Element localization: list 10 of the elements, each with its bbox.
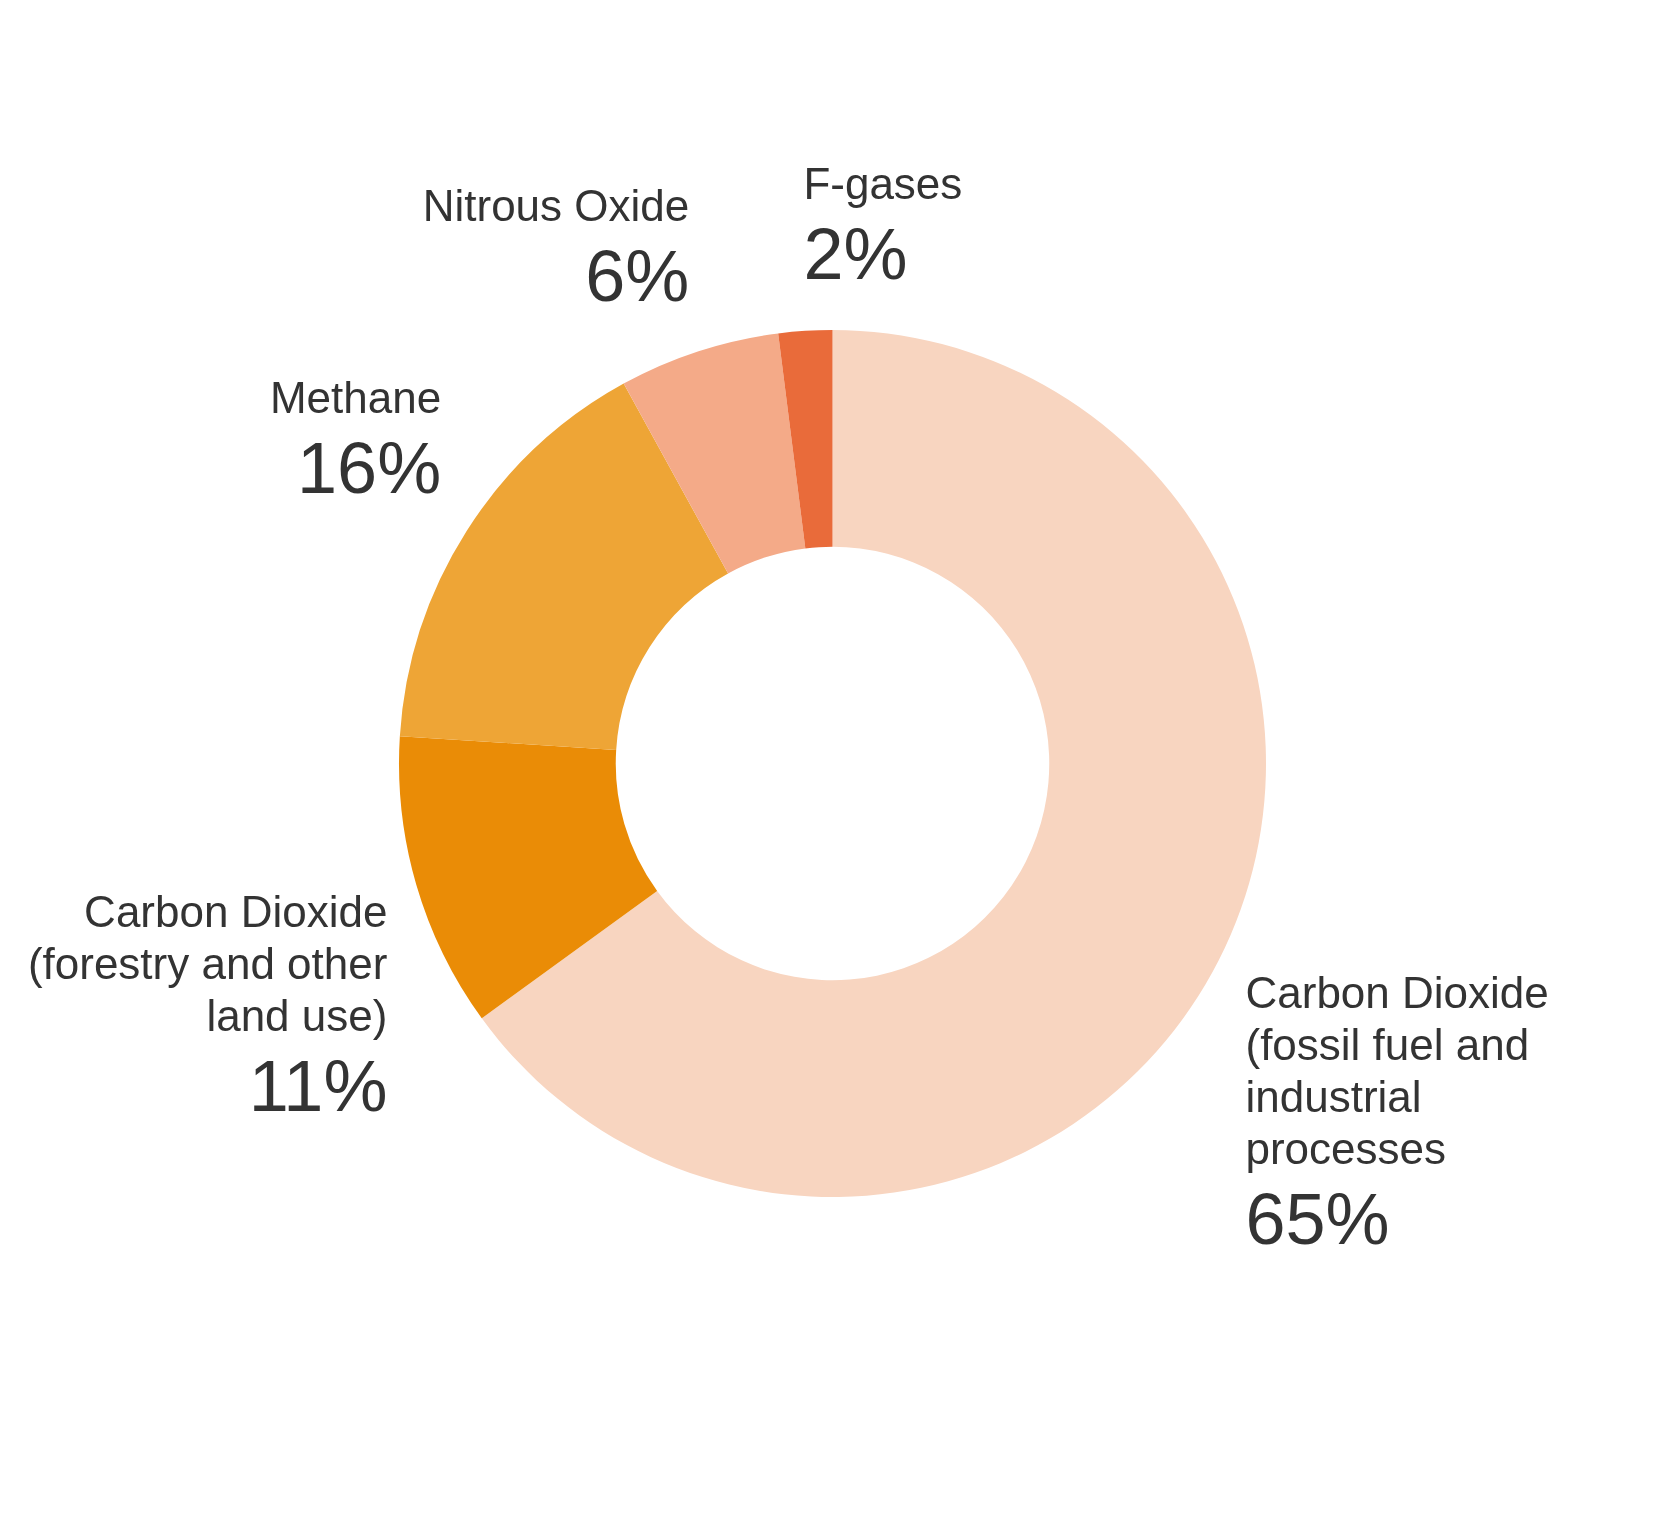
data-label: 11% — [248, 1045, 388, 1126]
slice-label: Methane — [269, 373, 442, 423]
slice-label: Nitrous Oxide — [422, 180, 690, 230]
slice-label: Carbon Dioxide (forestry and other land use) — [27, 886, 388, 1040]
data-label: 65% — [1245, 1178, 1390, 1259]
data-label: 16% — [297, 428, 442, 508]
data-label: 6% — [585, 235, 690, 316]
slice-label: F-gases — [803, 159, 963, 209]
data-label: 2% — [803, 213, 908, 294]
slice-label: Carbon Dioxide (fossil fuel and industrial processes — [1245, 968, 1549, 1174]
